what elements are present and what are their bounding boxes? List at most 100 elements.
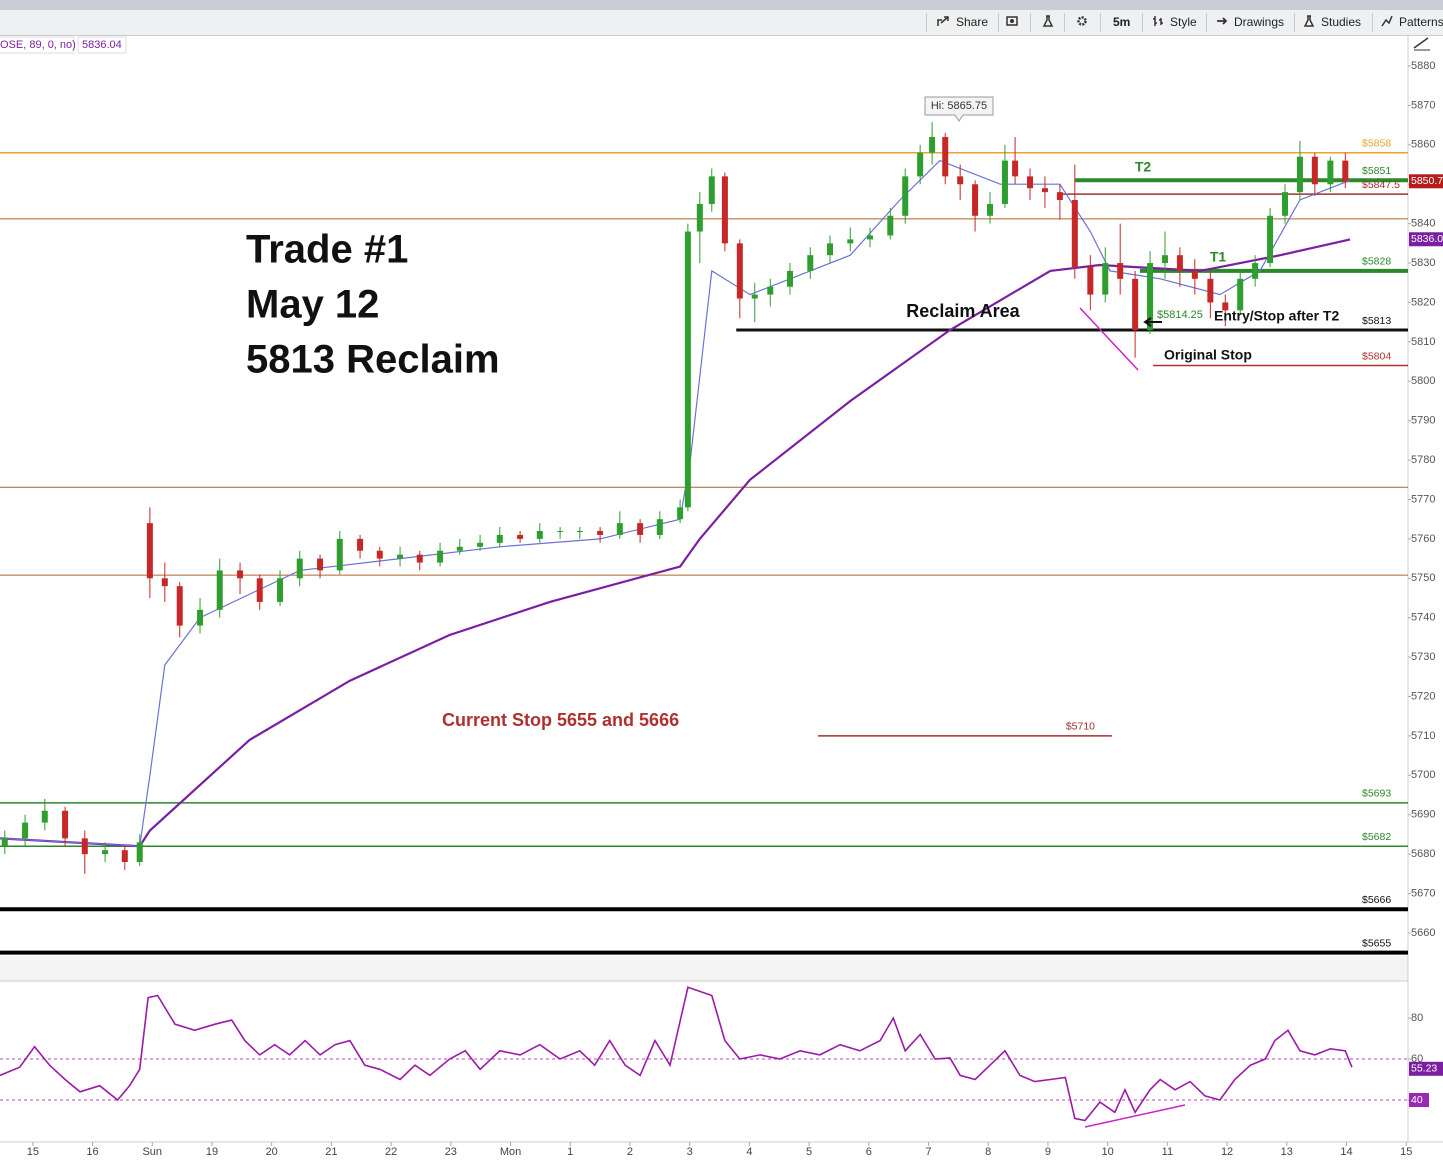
candle-body xyxy=(121,850,128,863)
settings-icon[interactable] xyxy=(1076,15,1088,27)
x-tick-label: 9 xyxy=(1045,1146,1051,1158)
separator xyxy=(1206,13,1207,32)
snapshot-icon[interactable] xyxy=(1006,15,1018,27)
x-tick-label: Mon xyxy=(500,1146,521,1158)
candle-body xyxy=(1237,278,1244,311)
annotation: Reclaim Area xyxy=(906,301,1020,321)
candle-body xyxy=(1267,215,1274,264)
drawings-icon xyxy=(1217,17,1228,25)
candle-body xyxy=(216,570,223,610)
candle-body xyxy=(677,507,684,520)
separator xyxy=(926,13,927,32)
drawings-button[interactable]: Drawings xyxy=(1234,15,1285,29)
y-tick-label: 5810 xyxy=(1411,336,1435,348)
x-tick-label: 13 xyxy=(1281,1146,1293,1158)
candle-body xyxy=(1296,156,1303,193)
candle-body xyxy=(1222,302,1229,311)
x-tick-label: 15 xyxy=(27,1146,39,1158)
x-tick-label: 19 xyxy=(206,1146,218,1158)
study-value-box xyxy=(77,36,127,54)
x-tick-label: 5 xyxy=(806,1146,812,1158)
x-tick-label: 3 xyxy=(687,1146,693,1158)
candle-body xyxy=(847,239,854,244)
y-tick-label: 5790 xyxy=(1411,415,1435,427)
separator xyxy=(1064,13,1065,32)
candle-body xyxy=(81,838,88,855)
trend-line xyxy=(1084,1104,1186,1128)
y-tick-label: 5830 xyxy=(1411,257,1435,269)
candle-body xyxy=(1147,263,1154,331)
separator xyxy=(1142,13,1143,32)
candle-body xyxy=(1161,255,1168,264)
candle-body xyxy=(637,523,644,535)
candle-body xyxy=(102,850,109,855)
candle-body xyxy=(1001,160,1008,204)
candle-body xyxy=(237,570,244,579)
studies-button[interactable]: Studies xyxy=(1321,15,1362,29)
separator xyxy=(1372,13,1373,32)
candle-body xyxy=(477,542,484,547)
candle-body xyxy=(1342,160,1349,182)
separator xyxy=(1030,13,1031,32)
candle-body xyxy=(416,554,423,563)
entry-arrow xyxy=(1143,317,1162,327)
panel-divider xyxy=(0,956,1408,981)
candle-body xyxy=(1191,270,1198,279)
candle-body xyxy=(1041,188,1048,193)
x-tick-label: Sun xyxy=(142,1146,162,1158)
x-tick-label: 14 xyxy=(1340,1146,1352,1158)
candle-body xyxy=(557,531,564,533)
level-label: $5710 xyxy=(1066,721,1095,733)
candle-body xyxy=(786,270,793,287)
share-icon xyxy=(937,16,949,26)
level-label: $5682 xyxy=(1362,831,1391,843)
candle-body xyxy=(1117,263,1124,279)
y-tick-label: 5740 xyxy=(1411,612,1435,624)
candle-body xyxy=(146,523,153,579)
study-label: OSE, 89, 0, no) xyxy=(0,39,76,51)
style-button[interactable]: Style xyxy=(1170,15,1197,29)
candle-body xyxy=(767,286,774,295)
lab-icon[interactable] xyxy=(1042,15,1054,27)
candle-body xyxy=(197,609,204,626)
y-tick-label: 5720 xyxy=(1411,690,1435,702)
candle-body xyxy=(616,523,623,535)
candle-body xyxy=(807,255,814,271)
candle-body xyxy=(1132,278,1139,331)
candle-body xyxy=(1,838,8,847)
candle-body xyxy=(1087,266,1094,295)
level-label: $5693 xyxy=(1362,788,1391,800)
x-tick-label: 2 xyxy=(627,1146,633,1158)
x-tick-label: 7 xyxy=(925,1146,931,1158)
candle-body xyxy=(1252,263,1259,279)
draw-tool-icon[interactable] xyxy=(1413,37,1429,49)
candle-body xyxy=(161,578,168,587)
candle-body xyxy=(176,586,183,626)
x-tick-label: 15 xyxy=(1400,1146,1412,1158)
candle-body xyxy=(736,243,743,299)
y-tick-label: 5730 xyxy=(1411,651,1435,663)
toolbar: Share 5m Style Drawings Studies Patterns xyxy=(0,10,1443,36)
annotation: T2 xyxy=(1135,159,1152,175)
candle-body xyxy=(456,546,463,551)
separator xyxy=(1100,13,1101,32)
candle-body xyxy=(576,531,583,533)
price-badge xyxy=(1409,232,1443,247)
level-label: $5813 xyxy=(1362,315,1391,327)
price-badge-label: 5850.7 xyxy=(1411,175,1443,187)
patterns-icon xyxy=(1381,15,1393,27)
y-tick-label: 5770 xyxy=(1411,493,1435,505)
rsi-badge-label: 55.23 xyxy=(1411,1063,1437,1075)
x-tick-label: 1 xyxy=(567,1146,573,1158)
candle-body xyxy=(826,243,833,256)
y-tick-label: 5700 xyxy=(1411,769,1435,781)
y-tick-label: 5690 xyxy=(1411,809,1435,821)
interval-button[interactable]: 5m xyxy=(1113,15,1131,29)
candle-body xyxy=(597,531,604,535)
candle-body xyxy=(957,176,964,185)
style-icon xyxy=(1153,16,1163,26)
patterns-button[interactable]: Patterns xyxy=(1399,15,1443,29)
candle-body xyxy=(656,519,663,535)
moving-average xyxy=(0,238,1351,848)
share-button[interactable]: Share xyxy=(956,15,989,29)
